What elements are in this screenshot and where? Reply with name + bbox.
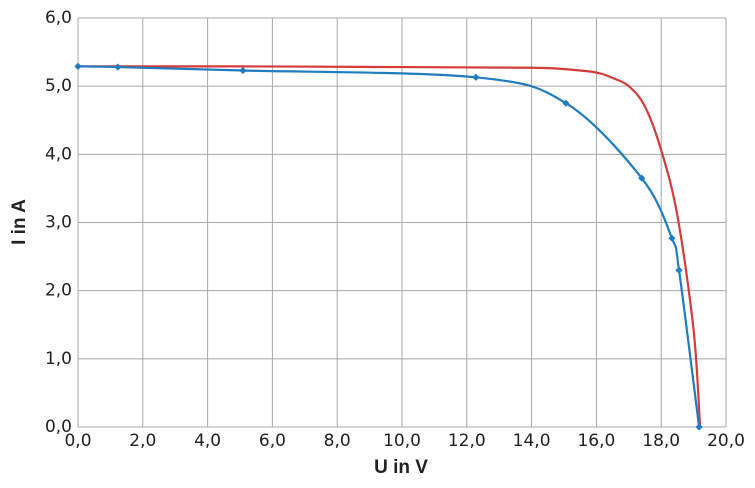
x-tick-label: 20,0 <box>707 431 745 451</box>
y-tick-label: 6,0 <box>45 8 72 28</box>
data-point <box>668 234 676 242</box>
x-tick-label: 4,0 <box>194 431 221 451</box>
x-tick-label: 18,0 <box>642 431 680 451</box>
y-tick-label: 5,0 <box>45 76 72 96</box>
x-tick-label: 14,0 <box>513 431 551 451</box>
x-tick-label: 6,0 <box>259 431 286 451</box>
x-tick-label: 8,0 <box>324 431 351 451</box>
x-tick-label: 2,0 <box>129 431 156 451</box>
y-tick-label: 0,0 <box>45 417 72 437</box>
series-line <box>77 65 702 428</box>
y-tick-label: 3,0 <box>45 213 72 233</box>
data-point <box>562 99 570 107</box>
x-tick-label: 0,0 <box>64 431 91 451</box>
data-point <box>74 62 82 70</box>
data-point <box>638 174 646 182</box>
data-point <box>675 266 683 274</box>
data-point <box>695 423 703 431</box>
data-point <box>114 63 122 71</box>
x-tick-label: 12,0 <box>448 431 486 451</box>
x-tick-label: 10,0 <box>383 431 421 451</box>
x-tick-label: 16,0 <box>577 431 615 451</box>
y-tick-label: 2,0 <box>45 281 72 301</box>
data-point <box>472 73 480 81</box>
y-axis-title: I in A <box>9 199 30 245</box>
series-line <box>77 65 701 428</box>
x-axis-title: U in V <box>374 457 428 478</box>
y-tick-label: 1,0 <box>45 349 72 369</box>
y-tick-label: 4,0 <box>45 144 72 164</box>
data-point <box>239 66 247 75</box>
